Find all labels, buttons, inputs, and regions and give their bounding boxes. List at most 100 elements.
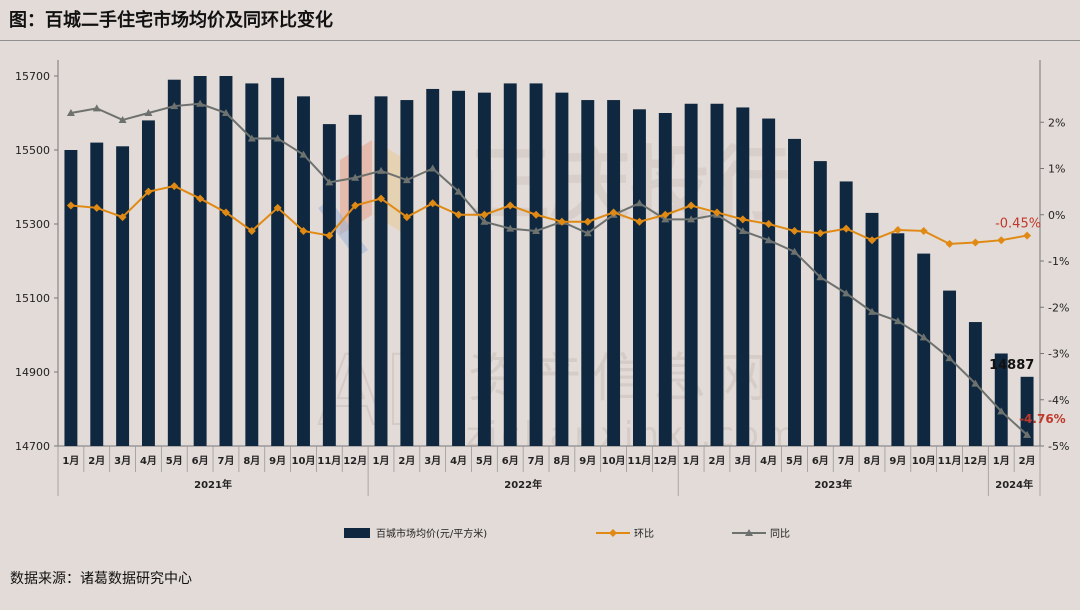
month-label: 11月 bbox=[627, 455, 651, 467]
month-label: 9月 bbox=[269, 455, 286, 467]
legend-bar-label: 百城市场均价(元/平方米) bbox=[376, 527, 487, 540]
mom-point bbox=[919, 226, 928, 235]
yoy-point bbox=[738, 226, 747, 234]
mom-point bbox=[299, 226, 308, 235]
month-label: 2月 bbox=[708, 455, 725, 467]
data-source-note: 数据来源：诸葛数据研究中心 bbox=[10, 571, 192, 587]
yoy-point bbox=[868, 307, 877, 315]
yoy-point bbox=[480, 217, 489, 225]
month-label: 3月 bbox=[734, 455, 751, 467]
month-label: 4月 bbox=[140, 455, 157, 467]
right-tick-label: -3% bbox=[1048, 348, 1069, 361]
month-label: 10月 bbox=[602, 455, 626, 467]
price-bar bbox=[452, 90, 466, 447]
yoy-point bbox=[247, 134, 256, 142]
yoy-point bbox=[583, 229, 592, 237]
month-label: 12月 bbox=[963, 455, 987, 467]
yoy-point bbox=[919, 333, 928, 341]
price-bar bbox=[607, 100, 621, 447]
mom-point bbox=[480, 210, 489, 219]
yoy-point bbox=[635, 199, 644, 207]
mom-point bbox=[92, 203, 101, 212]
price-bar bbox=[994, 353, 1008, 446]
yoy-point bbox=[764, 236, 773, 244]
price-bar bbox=[167, 79, 181, 446]
price-bar bbox=[64, 150, 78, 446]
last-price-label: 14887 bbox=[989, 358, 1034, 373]
price-bar bbox=[219, 76, 233, 446]
legend-bar-swatch bbox=[344, 528, 370, 538]
mom-point bbox=[247, 226, 256, 235]
mom-point bbox=[609, 208, 618, 217]
mom-point bbox=[170, 182, 179, 191]
right-tick-label: 1% bbox=[1048, 163, 1065, 176]
month-label: 5月 bbox=[786, 455, 803, 467]
price-bar bbox=[839, 181, 853, 446]
yoy-point bbox=[196, 99, 205, 107]
month-label: 1月 bbox=[993, 455, 1010, 467]
mom-point bbox=[196, 194, 205, 203]
legend-yoy-label: 同比 bbox=[770, 528, 790, 540]
yoy-point bbox=[687, 215, 696, 223]
price-bar bbox=[193, 76, 207, 446]
mom-point bbox=[506, 201, 515, 210]
price-bar bbox=[710, 103, 724, 446]
price-bar bbox=[581, 100, 595, 447]
mom-point bbox=[997, 236, 1006, 245]
legend-yoy-marker bbox=[745, 529, 753, 536]
price-bar bbox=[271, 77, 285, 446]
month-label: 2月 bbox=[1019, 455, 1036, 467]
price-bar bbox=[1020, 376, 1034, 446]
legend: 百城市场均价(元/平方米) 环比 同比 bbox=[344, 527, 790, 540]
month-label: 7月 bbox=[838, 455, 855, 467]
price-bar bbox=[736, 107, 750, 446]
yoy-point bbox=[1023, 430, 1032, 438]
month-label: 6月 bbox=[192, 455, 209, 467]
year-label: 2021年 bbox=[194, 478, 232, 491]
month-label: 12月 bbox=[343, 455, 367, 467]
yoy-point bbox=[377, 166, 386, 174]
mom-point bbox=[454, 210, 463, 219]
price-bar bbox=[555, 92, 569, 447]
mom-point bbox=[144, 187, 153, 196]
price-bar bbox=[400, 100, 414, 447]
price-bar bbox=[503, 83, 517, 447]
mom-point bbox=[971, 238, 980, 247]
last-mom-label: -0.45% bbox=[995, 217, 1041, 232]
month-label: 8月 bbox=[864, 455, 881, 467]
combo-chart: 正庆投行AI资产信息网zichanxinxi.com 1470014900151… bbox=[15, 60, 1069, 540]
mom-point bbox=[351, 201, 360, 210]
month-label: 7月 bbox=[528, 455, 545, 467]
year-label: 2022年 bbox=[504, 478, 542, 491]
price-bar bbox=[348, 114, 362, 446]
mom-point bbox=[842, 224, 851, 233]
price-bar bbox=[788, 138, 801, 446]
mom-point bbox=[712, 208, 721, 217]
yoy-point bbox=[351, 173, 360, 181]
yoy-point bbox=[816, 273, 825, 281]
month-label: 10月 bbox=[292, 455, 316, 467]
mom-point bbox=[790, 226, 799, 235]
mom-point bbox=[377, 194, 386, 203]
price-bar bbox=[917, 253, 931, 446]
month-label: 12月 bbox=[653, 455, 677, 467]
mom-point bbox=[583, 217, 592, 226]
month-label: 1月 bbox=[373, 455, 390, 467]
month-label: 5月 bbox=[166, 455, 183, 467]
mom-point bbox=[687, 201, 696, 210]
yoy-point bbox=[971, 379, 980, 387]
month-label: 11月 bbox=[938, 455, 962, 467]
price-bar bbox=[658, 113, 672, 446]
yoy-point bbox=[790, 247, 799, 255]
price-bar bbox=[141, 120, 155, 447]
price-bar bbox=[426, 88, 440, 446]
chart-title: 图：百城二手住宅市场均价及同环比变化 bbox=[9, 10, 333, 31]
legend-mom-marker bbox=[609, 529, 617, 537]
yoy-point bbox=[325, 178, 334, 186]
yoy-line bbox=[70, 102, 1028, 436]
mom-point bbox=[221, 208, 230, 217]
month-label: 6月 bbox=[502, 455, 519, 467]
month-label: 2月 bbox=[88, 455, 105, 467]
right-tick-label: -1% bbox=[1048, 255, 1069, 268]
yoy-point bbox=[842, 289, 851, 297]
